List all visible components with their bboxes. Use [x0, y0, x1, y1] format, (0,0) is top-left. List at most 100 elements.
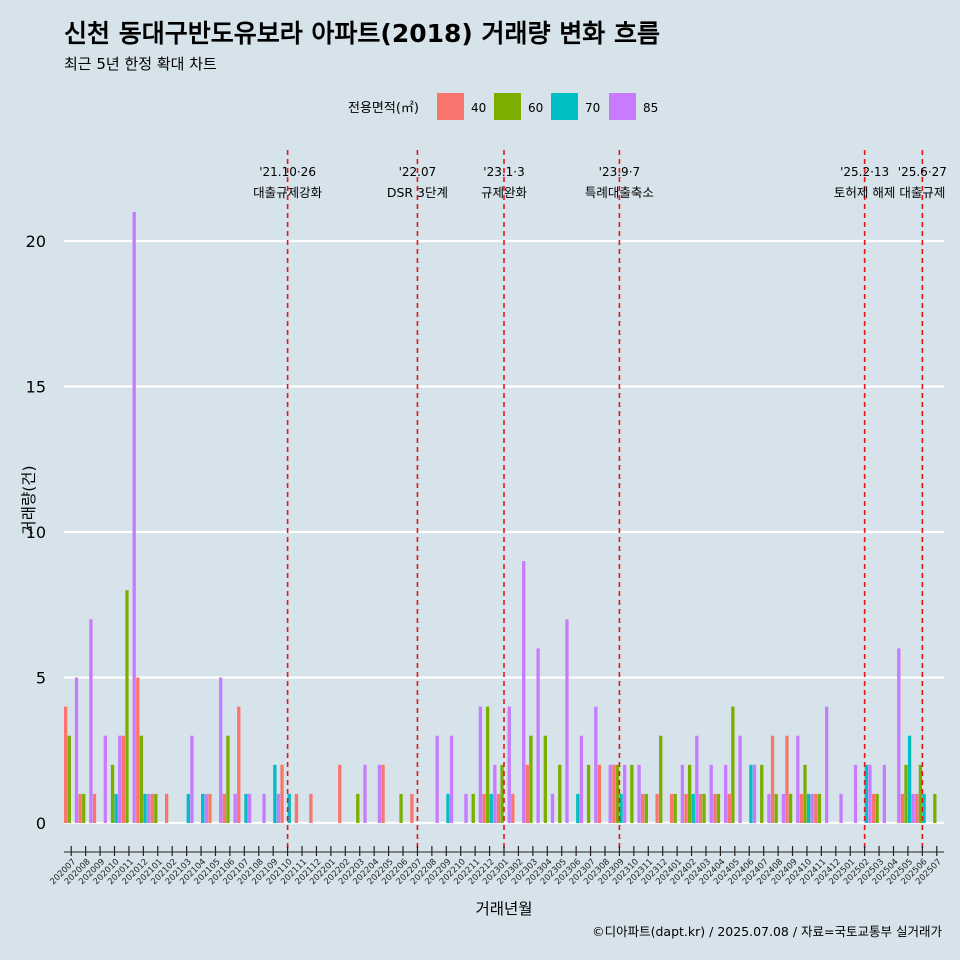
bar-60-202303	[529, 735, 533, 823]
bar-85-202007	[74, 677, 79, 823]
bar-85-202108	[262, 793, 266, 823]
bar-70-202107	[244, 793, 248, 823]
event-lines: '21.10·26 대출규제강화 '22.07 DSR 3단계 '23.1·3 규제완화 '…	[253, 150, 947, 852]
bar-40-202409	[785, 735, 789, 823]
bar-40-202008	[78, 793, 82, 823]
event-label: 규제완화	[481, 185, 528, 200]
bar-85-202211	[478, 706, 483, 823]
bar-85-202411	[824, 706, 829, 823]
bar-85-202301	[507, 706, 511, 823]
bar-85-202505	[911, 793, 915, 823]
bar-60-202405	[731, 706, 735, 823]
bar-60-202410	[803, 764, 807, 823]
bar-60-202311	[644, 793, 648, 823]
bar-60-202312	[659, 735, 663, 823]
bar-60-202012	[139, 735, 144, 823]
bar-60-202211	[471, 793, 475, 823]
bar-60-202106	[226, 735, 230, 823]
legend-swatch-60	[494, 93, 521, 120]
y-tick-label: 5	[36, 669, 46, 688]
bar-85-202503	[882, 764, 887, 823]
bar-85-202302	[522, 561, 526, 823]
y-tick-label: 0	[36, 814, 46, 833]
chart-subtitle: 최근 5년 한정 확대 차트	[64, 55, 217, 73]
bar-40-202503	[871, 793, 876, 823]
bar-40-202402	[684, 793, 688, 823]
bar-70-202506	[922, 793, 926, 823]
bar-85-202403	[709, 764, 713, 823]
event-date: '25.6·27	[898, 165, 947, 179]
y-tick-label: 20	[26, 232, 46, 251]
bar-40-202506	[915, 793, 919, 823]
bar-85-202304	[550, 793, 555, 823]
bar-40-202012	[136, 677, 140, 823]
bar-70-202410	[806, 793, 811, 823]
bar-70-202010	[114, 793, 118, 823]
bar-60-202402	[687, 764, 692, 823]
bar-85-202011	[132, 211, 136, 823]
y-tick-label: 10	[26, 523, 46, 542]
bar-85-202306	[579, 735, 584, 823]
bar-85-202008	[89, 619, 93, 823]
legend-swatch-70	[551, 93, 578, 120]
bar-85-202401	[680, 764, 685, 823]
legend-label-40: 40	[471, 101, 486, 115]
bar-85-202303	[536, 648, 540, 823]
bar-40-202202	[338, 764, 342, 823]
bar-85-202307	[594, 706, 598, 823]
bar-70-202505	[907, 735, 912, 823]
bar-85-202105	[219, 677, 223, 823]
bar-40-202009	[92, 793, 97, 823]
bar-40-202308	[597, 764, 602, 823]
bar-40-202401	[669, 793, 674, 823]
bar-70-202309	[619, 793, 623, 823]
bar-40-202408	[770, 735, 775, 823]
bar-60-202411	[817, 793, 822, 823]
bar-60-202301	[500, 764, 504, 823]
bar-85-202107	[247, 793, 252, 823]
bar-60-202008	[82, 793, 86, 823]
event-date: '23.9·7	[599, 165, 640, 179]
bars	[64, 211, 937, 823]
bar-40-202309	[612, 764, 616, 823]
bar-85-202012	[146, 793, 151, 823]
legend-label-60: 60	[528, 101, 543, 115]
bar-85-202412	[839, 793, 843, 823]
legend: 전용면적(㎡) 40 60 70 85	[348, 93, 658, 120]
bar-40-202301	[496, 793, 501, 823]
legend-swatch-85	[609, 93, 636, 120]
legend-title: 전용면적(㎡)	[348, 101, 419, 116]
bar-85-202310	[637, 764, 641, 823]
bar-40-202105	[208, 793, 212, 823]
bar-40-202106	[222, 793, 227, 823]
bar-60-202409	[788, 793, 793, 823]
bar-70-202402	[691, 793, 695, 823]
bar-40-202411	[814, 793, 818, 823]
bar-60-202403	[702, 793, 706, 823]
bar-60-202007	[67, 735, 71, 823]
bar-85-202009	[103, 735, 107, 823]
bar-40-202111	[294, 793, 299, 823]
event-date: '22.07	[399, 165, 437, 179]
bar-85-202502	[868, 764, 872, 823]
bar-60-202212	[485, 706, 490, 823]
event-label: DSR 3단계	[387, 185, 448, 200]
event-date: '25.2·13	[840, 165, 889, 179]
bar-40-202112	[309, 793, 313, 823]
bar-40-202312	[655, 793, 659, 823]
event-label: 대출규제강화	[253, 185, 323, 200]
bar-85-202410	[810, 793, 814, 823]
bar-60-202011	[125, 590, 129, 823]
bar-85-202501	[853, 764, 858, 823]
bar-85-202208	[435, 735, 439, 823]
bar-70-202103	[186, 793, 190, 823]
bar-85-202106	[233, 793, 237, 823]
bar-60-202206	[399, 793, 403, 823]
bar-60-202310	[630, 764, 634, 823]
bar-60-202507	[933, 793, 937, 823]
bar-85-202406	[752, 764, 757, 823]
bar-85-202504	[897, 648, 901, 823]
bar-60-202506	[918, 764, 923, 823]
event-label: 대출규제	[899, 185, 945, 200]
